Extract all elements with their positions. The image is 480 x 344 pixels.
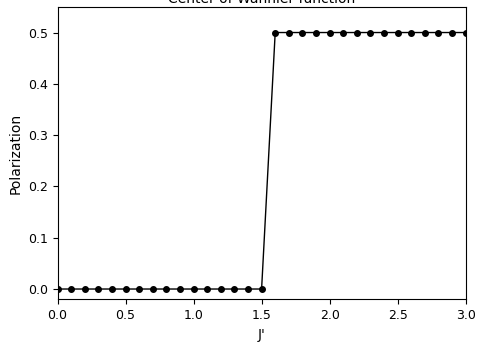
X-axis label: J': J' [258, 327, 265, 342]
Y-axis label: Polarization: Polarization [8, 112, 23, 194]
Title: Center of Wannier function: Center of Wannier function [168, 0, 355, 6]
